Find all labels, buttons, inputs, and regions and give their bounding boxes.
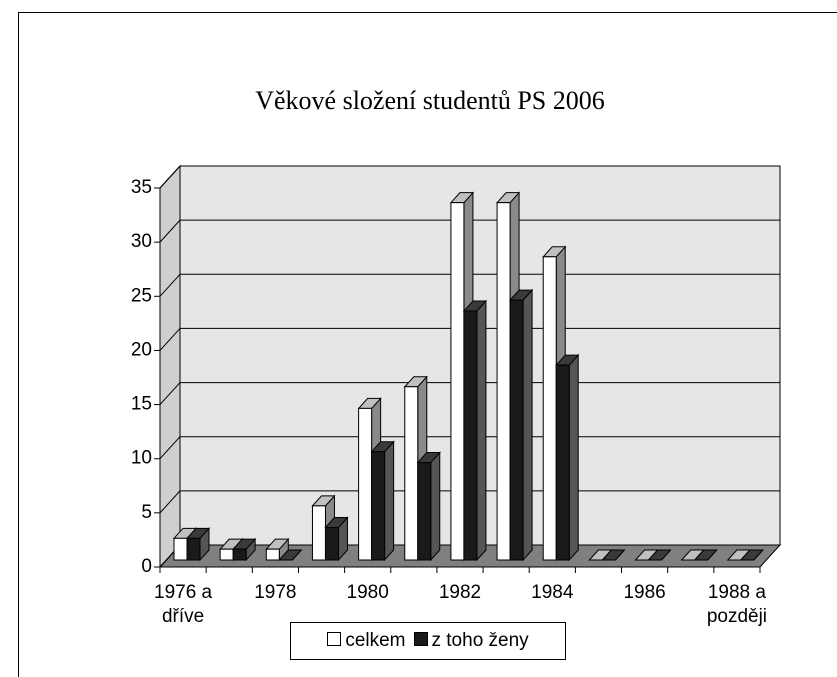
legend-swatch [327,632,342,646]
x-tick-label: 1986 [623,582,666,603]
chart-title: Věkové složení studentů PS 2006 [255,86,605,115]
bar [601,549,626,561]
bar-front [324,527,339,561]
bar-front [186,537,201,561]
bar-side [430,451,441,562]
y-tick-label: 30 [131,231,152,252]
bar-front [417,462,432,561]
bar-front [265,548,280,561]
y-tick-label: 5 [141,502,152,523]
bar-front [358,407,373,561]
y-tick-label: 10 [131,448,152,469]
bar-front [555,364,570,561]
bar-front [463,310,478,561]
bar-side [384,440,395,562]
bar [416,451,441,562]
x-tick-label: 1982 [438,582,482,603]
bar-front [509,299,524,561]
bar [324,516,349,562]
bar-front [542,256,557,561]
x-tick-label: 1978 [254,582,297,603]
bar-top [739,549,764,561]
bar-top [647,549,672,561]
bar-side [522,288,533,562]
x-tick-label: 1976 a dříve [154,582,213,627]
legend-item: celkem [327,630,406,652]
bar-side [476,299,487,562]
bar [278,549,303,561]
bar-front [371,451,386,561]
bar-side [568,353,579,562]
y-tick-label: 35 [131,177,152,198]
legend-item: z toho ženy [413,630,529,652]
side-wall [159,164,181,569]
grid-line [159,165,181,189]
x-tick-label: 1988 a později [706,582,768,627]
legend-label: z toho ženy [431,630,529,651]
bar [647,549,672,561]
y-tick-label: 0 [141,556,152,577]
grid-line [159,436,181,460]
bar-front [404,386,419,561]
y-tick-label: 20 [131,339,152,360]
bar-front [173,537,188,561]
bar-front [450,202,465,561]
legend: celkem z toho ženy [290,622,566,660]
grid-line [159,490,181,514]
grid-line [159,219,181,243]
bar [185,527,211,562]
bar [508,288,534,562]
legend-label: celkem [345,630,406,651]
grid-line [159,328,181,351]
bar-front [232,548,247,561]
bar [265,537,290,562]
chart-frame [18,12,837,677]
y-tick-label: 15 [131,394,152,415]
bar-front [311,505,326,561]
x-tick-label: 1984 [531,582,574,603]
bar-front [496,202,511,561]
bar [462,299,488,562]
grid-line [159,382,181,405]
bar [693,549,718,561]
bar [555,353,580,562]
bar-front [219,548,234,561]
bar [739,549,764,561]
y-tick-label: 25 [131,285,152,306]
bar [370,440,395,562]
bar-top [278,549,303,561]
grid-line [159,273,181,297]
bar-top [601,549,626,561]
legend-swatch [413,632,428,646]
x-tick-label: 1980 [346,582,389,603]
bar [232,537,257,562]
bar-top [693,549,718,561]
